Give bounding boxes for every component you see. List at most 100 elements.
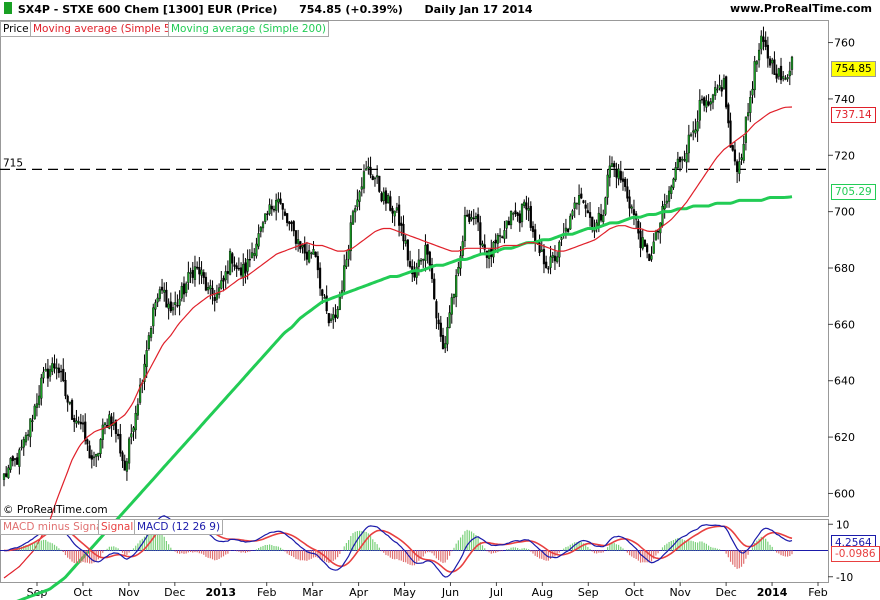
x-tick-label: May [393,586,416,599]
candle-body [53,363,56,369]
price-tick-label: 700 [834,206,855,219]
candle-body [325,295,328,312]
candle-body [343,265,346,291]
candle-body [582,200,585,203]
candle-body [503,230,506,240]
candle-body [419,259,423,262]
candle-body [235,265,238,269]
legend-ma50[interactable]: Moving average (Simple 50) [30,21,185,37]
candle-body [55,367,58,370]
legend-price[interactable]: Price [0,21,32,37]
candle-body [709,101,712,105]
candle-body [389,196,392,211]
candle-body [408,261,412,267]
candle-body [606,174,609,198]
candle-body [204,276,208,291]
legend-signal[interactable]: Signal [98,519,137,535]
candle-body [435,301,438,319]
candle-body [275,200,278,211]
price-tick-label: 760 [834,37,855,50]
candle-body [191,270,194,278]
candle-body [187,272,190,283]
candle-body [387,195,390,204]
macd-histogram [5,529,793,569]
candle-body [586,210,589,214]
candle-body [681,158,684,161]
candle-body [738,161,741,174]
candle-body [406,239,409,261]
candle-body [694,129,697,134]
candle-body [134,413,137,431]
candle-body [13,458,17,460]
candle-body [496,234,499,244]
candle-body [393,210,396,217]
candle-body [86,439,89,445]
candle-body [121,452,124,462]
candle-body [610,163,614,168]
candle-body [239,267,243,276]
candle-body [213,296,216,302]
x-tick-label: Feb [257,586,276,599]
ma200-badge: 705.29 [831,184,876,200]
candle-body [698,99,701,121]
candle-body [114,419,118,434]
candle-body [470,217,473,220]
candle-body [38,395,41,405]
candle-body [202,272,205,278]
legend-macd[interactable]: MACD (12 26 9) [134,519,224,535]
candle-body [630,206,633,209]
candle-body [718,85,721,89]
candle-body [657,230,660,233]
candle-body [531,226,535,232]
candle-body [751,88,754,96]
candle-body [483,244,486,250]
candle-body [11,456,14,462]
candle-body [556,256,559,262]
candle-body [391,208,394,214]
candle-body [560,237,563,240]
candle-body [687,134,690,154]
price-tick-label: 740 [834,93,855,106]
candle-body [228,250,232,275]
candle-body [448,312,451,328]
candle-body [553,255,557,262]
legend-ma200[interactable]: Moving average (Simple 200) [168,21,330,37]
candle-body [336,309,339,318]
macd-line [3,515,793,578]
price-tick-label: 720 [834,149,855,162]
candle-body [18,449,21,467]
candle-body [397,204,401,226]
signal-badge: -0.0986 [831,546,880,562]
candle-body [571,210,574,217]
candle-body [360,186,363,190]
candle-body [494,239,497,244]
candle-body [505,220,508,229]
candle-body [130,433,133,438]
candle-body [158,289,161,299]
candle-body [174,302,177,305]
legend-macd-hist[interactable]: MACD minus Signal [0,519,109,535]
candle-body [632,209,636,215]
candle-body [624,178,627,187]
candle-body [268,204,271,214]
x-tick-label: Sep [578,586,599,599]
candle-body [218,287,221,295]
candle-body [790,56,794,70]
candle-body [672,178,675,188]
candle-body [292,221,295,232]
candle-body [42,371,45,379]
candle-body [757,49,761,61]
candle-body [108,414,111,429]
candle-body [481,243,484,247]
candle-body [477,214,480,223]
brand-link[interactable]: www.ProRealTime.com [729,2,872,15]
candle-body [567,228,570,232]
candle-body [773,59,776,75]
candle-body [99,439,102,454]
candle-body [584,204,587,209]
candle-body [246,259,249,272]
candle-body [288,221,291,225]
candle-body [209,285,212,290]
candle-body [143,363,146,382]
candle-body [779,65,783,81]
